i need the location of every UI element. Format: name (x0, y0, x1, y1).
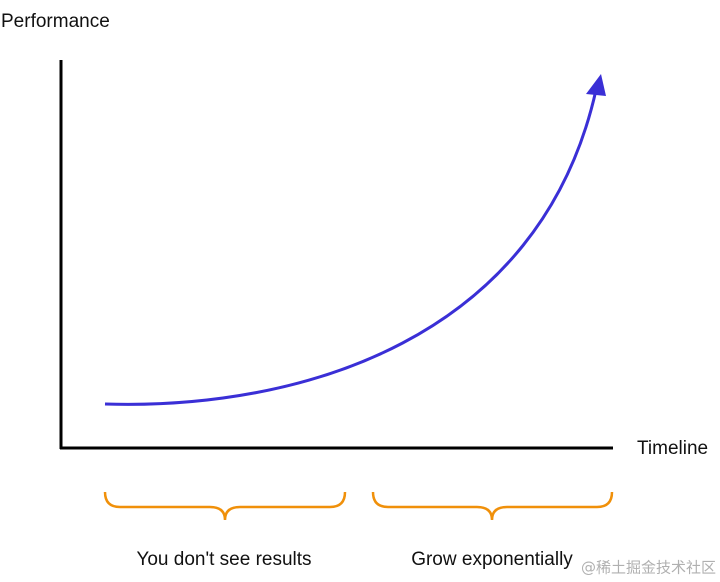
phase-label: You don't see results (136, 549, 311, 570)
arrow-head (586, 74, 606, 96)
brace (371, 491, 614, 521)
watermark: @稀土掘金技术社区 (581, 559, 716, 577)
y-axis-label: Performance (1, 11, 110, 32)
growth-curve (104, 89, 598, 406)
brace (103, 491, 347, 521)
phase-label: Grow exponentially (411, 549, 573, 570)
x-axis-label: Timeline (637, 438, 708, 459)
